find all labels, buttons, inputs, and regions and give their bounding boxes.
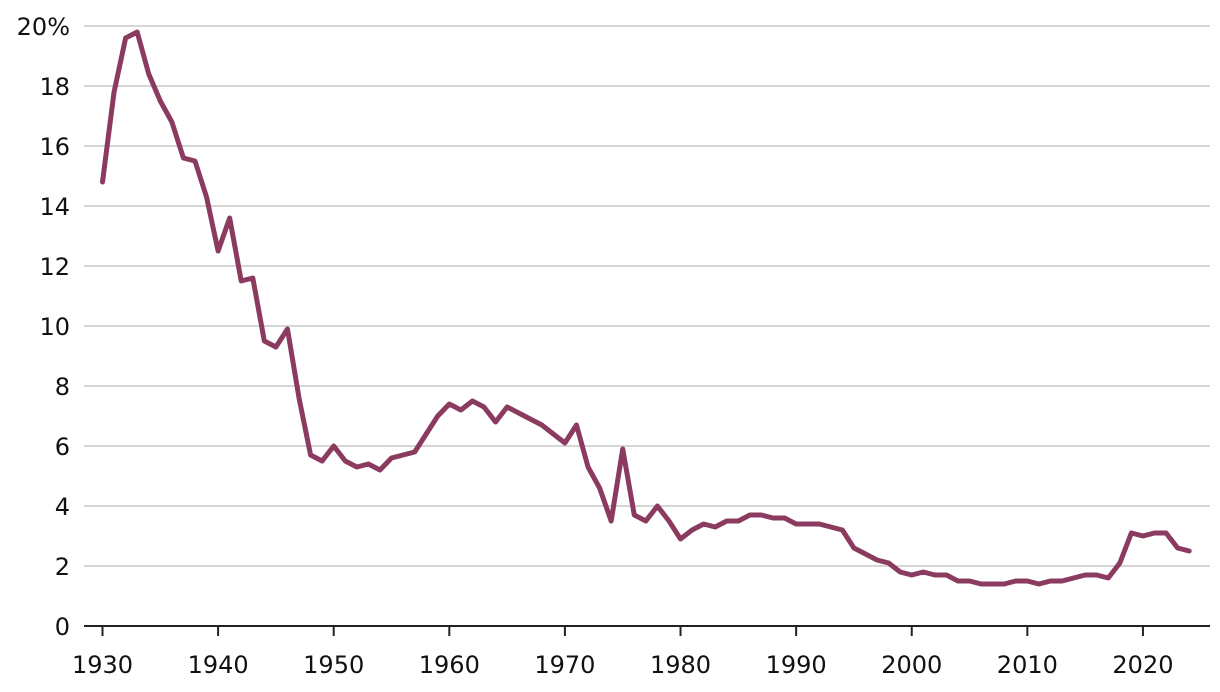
x-tick-label: 1930 bbox=[72, 651, 133, 679]
y-tick-label: 4 bbox=[55, 493, 70, 521]
y-tick-label: 18 bbox=[39, 73, 70, 101]
y-tick-label: 14 bbox=[39, 193, 70, 221]
y-tick-label: 8 bbox=[55, 373, 70, 401]
x-tick-label: 1990 bbox=[766, 651, 827, 679]
y-tick-label: 16 bbox=[39, 133, 70, 161]
y-tick-label: 12 bbox=[39, 253, 70, 281]
x-tick-label: 1950 bbox=[303, 651, 364, 679]
line-series bbox=[99, 29, 1192, 587]
x-tick-label: 1940 bbox=[188, 651, 249, 679]
y-tick-label: 10 bbox=[39, 313, 70, 341]
x-tick-label: 2000 bbox=[881, 651, 942, 679]
y-tick-label: 20% bbox=[17, 13, 70, 41]
x-tick-label: 2020 bbox=[1112, 651, 1173, 679]
x-tick-label: 1970 bbox=[534, 651, 595, 679]
x-tick-label: 1960 bbox=[419, 651, 480, 679]
x-tick-label: 2010 bbox=[997, 651, 1058, 679]
x-tick-label: 1980 bbox=[650, 651, 711, 679]
y-tick-label: 6 bbox=[55, 433, 70, 461]
y-tick-label: 0 bbox=[55, 613, 70, 641]
y-tick-label: 2 bbox=[55, 553, 70, 581]
